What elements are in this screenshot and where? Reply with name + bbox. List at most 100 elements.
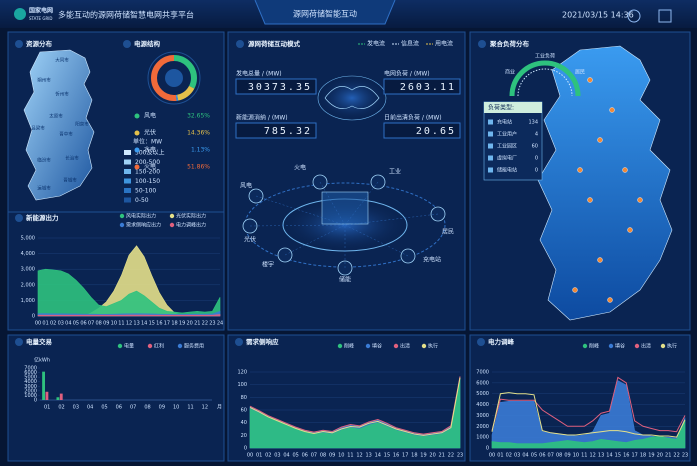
map-marker[interactable] [597, 137, 603, 143]
legend-label: 红利 [154, 343, 164, 350]
x-tick-label: 09 [103, 321, 109, 327]
panel-icon [123, 40, 131, 48]
x-tick-label: 00 [35, 321, 41, 327]
map-marker[interactable] [627, 227, 633, 233]
y-tick-label: 2,000 [21, 282, 35, 288]
province-map [537, 45, 673, 321]
logo-icon [14, 8, 26, 20]
x-tick-label: 16 [623, 453, 629, 459]
x-tick-label: 14 [606, 453, 612, 459]
map-marker[interactable] [577, 167, 583, 173]
legend-label: 填谷 [615, 343, 625, 350]
city-label: 太原市 [49, 113, 63, 120]
city-label: 临汾市 [37, 157, 51, 164]
node-label: 工业 [389, 168, 401, 176]
y-tick-label: 2000 [476, 424, 489, 430]
x-tick-label: 19 [420, 453, 426, 459]
map-marker[interactable] [622, 167, 628, 173]
metric-value: 30373.35 [248, 82, 312, 93]
x-tick-label: 12 [202, 405, 208, 411]
legend-dot [582, 343, 588, 349]
donut-segment [151, 55, 197, 101]
legend-dot [177, 343, 183, 349]
node-label: 居民 [442, 229, 454, 236]
bar [42, 371, 45, 400]
map-marker[interactable] [572, 287, 578, 293]
node-label: 风电 [240, 182, 252, 190]
x-tick-label: 17 [402, 453, 408, 459]
y-axis-label: 亿kWh [34, 357, 50, 364]
x-tick-label: 12 [590, 453, 596, 459]
y-tick-label: 2000 [24, 388, 37, 394]
home-icon[interactable] [658, 9, 672, 23]
y-tick-label: 20 [241, 433, 247, 439]
node-label: 充电站 [423, 256, 441, 264]
x-tick-label: 06 [302, 453, 308, 459]
connector [344, 181, 379, 226]
x-tick-label: 12 [126, 321, 132, 327]
x-tick-label: 23 [682, 453, 688, 459]
x-tick-label: 14 [141, 321, 147, 327]
x-tick-label: 17 [164, 321, 170, 327]
user-icon[interactable] [627, 9, 641, 23]
legend-dot [169, 213, 175, 219]
node-label: 楼宇 [262, 261, 274, 269]
x-tick-label: 21 [665, 453, 671, 459]
item-icon [488, 143, 493, 149]
map-marker[interactable] [597, 257, 603, 263]
line [491, 376, 686, 433]
panel-title: 源网荷储互动模式 [248, 39, 301, 48]
x-tick-label: 13 [133, 321, 139, 327]
x-tick-label: 12 [356, 453, 362, 459]
legend-dot [608, 343, 614, 349]
item-value: 134 [528, 120, 538, 126]
legend-label: 50-100 [135, 188, 156, 195]
logo-sub: STATE GRID [29, 16, 52, 21]
building-graphic [321, 191, 369, 225]
map-marker[interactable] [607, 297, 613, 303]
x-tick-label: 19 [648, 453, 654, 459]
page-title: 多能互动的源网荷储智慧电网共享平台 [58, 10, 194, 20]
legend-label: 100-150 [135, 178, 160, 185]
city-label: 长治市 [65, 155, 79, 162]
area [491, 380, 686, 449]
legend-swatch [124, 188, 131, 193]
map-marker[interactable] [609, 107, 615, 113]
gauge-label: 商业 [505, 69, 515, 76]
city-label: 阳泉市 [75, 121, 89, 128]
x-tick-label: 09 [564, 453, 570, 459]
item-name: 储能电站 [497, 167, 517, 174]
metric-box [235, 78, 317, 95]
x-tick-label: 05 [101, 405, 107, 411]
x-tick-label: 24 [217, 321, 223, 327]
map-marker[interactable] [637, 197, 643, 203]
panel-icon [15, 214, 23, 222]
x-tick-label: 05 [73, 321, 79, 327]
legend-dot [169, 222, 175, 228]
legend-label: 电量 [124, 343, 134, 350]
x-tick-label: 06 [539, 453, 545, 459]
x-tick-label: 07 [88, 321, 94, 327]
list-box [483, 101, 543, 181]
legend-label: 服务费用 [184, 343, 204, 350]
x-tick-label: 01 [256, 453, 262, 459]
legend-dot [634, 343, 640, 349]
legend-label: 150-200 [135, 169, 160, 176]
map-marker[interactable] [587, 197, 593, 203]
map-marker[interactable] [587, 77, 593, 83]
line [249, 376, 461, 435]
connector [319, 181, 346, 226]
donut-track [147, 51, 201, 105]
value-label: 32.65% [187, 113, 210, 120]
metric-label: 新能源消纳 / (MW) [236, 114, 288, 122]
panel-icon [15, 40, 23, 48]
item-value: 0 [535, 156, 538, 162]
x-tick-label: 20 [657, 453, 663, 459]
y-tick-label: 6000 [476, 380, 489, 386]
legend-dot [147, 343, 153, 349]
legend-label: 执行 [428, 343, 438, 350]
y-tick-label: 0 [32, 314, 35, 320]
y-tick-label: 3000 [476, 413, 489, 419]
legend-dot [365, 343, 371, 349]
